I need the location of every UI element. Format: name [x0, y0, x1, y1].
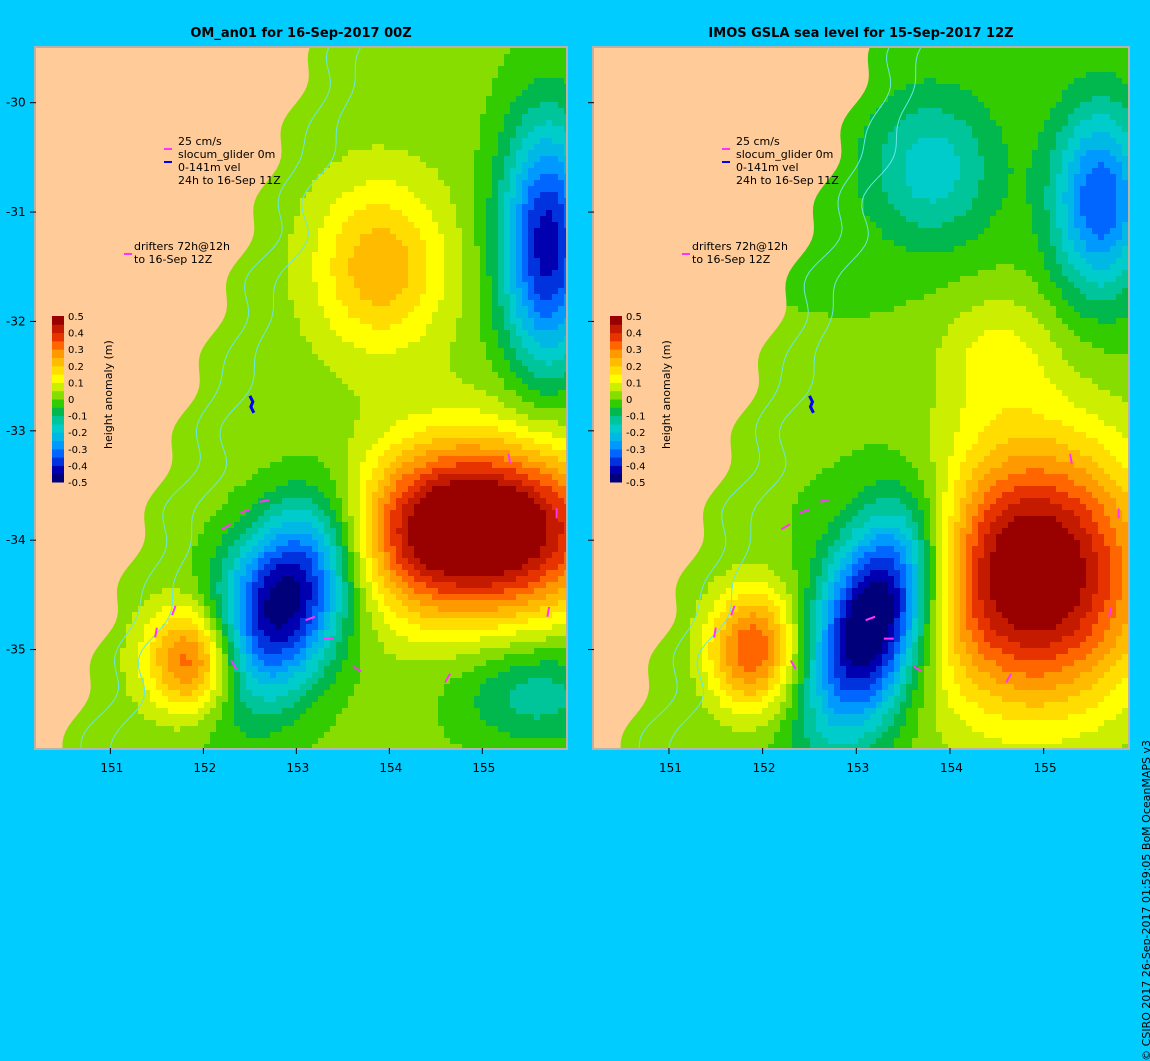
legend-vector-text: 25 cm/s [178, 135, 222, 148]
map-panel-1: 151 152 153 154 155 -30 -31 -32 -33 -34 -35 25 cm/s… [6, 46, 568, 775]
colorbar-tick-label: -0.4 [68, 461, 88, 472]
legend-vector-text: 25 cm/s [736, 135, 780, 148]
colorbar-tick-label: -0.3 [626, 445, 646, 456]
colorbar-tick-label: 0 [626, 395, 632, 406]
legend-vector-text: 0-141m vel [178, 161, 241, 174]
legend-vector-text: slocum_glider 0m [178, 148, 275, 161]
legend-drifter-text: to 16-Sep 12Z [692, 253, 771, 266]
colorbar-tick-label: -0.1 [68, 412, 88, 423]
colorbar-tick-label: -0.5 [68, 478, 88, 489]
colorbar-label: height anomaly (m) [660, 340, 673, 449]
colorbar-tick-label: -0.4 [626, 461, 646, 472]
legend-drifter-text: to 16-Sep 12Z [134, 253, 213, 266]
legend-vector-text: 24h to 16-Sep 11Z [178, 174, 281, 187]
colorbar-tick-label: 0.2 [626, 362, 642, 373]
colorbar-tick-label: -0.1 [626, 412, 646, 423]
colorbar-tick-label: 0.3 [68, 345, 84, 356]
credit-text: © CSIRO 2017 26-Sep-2017 01:59:05 BoM Oc… [1140, 740, 1150, 1061]
lon-tick-label: 154 [940, 761, 963, 775]
colorbar-tick-label: 0.3 [626, 345, 642, 356]
legend-drifter-text: drifters 72h@12h [692, 240, 788, 253]
colorbar-tick-label: 0.5 [68, 312, 84, 323]
colorbar-tick-label: 0.1 [68, 378, 84, 389]
map-figure: 151 152 153 154 155 -30 -31 -32 -33 -34 -35 25 cm/s… [0, 0, 1150, 780]
legend-vector-text: 24h to 16-Sep 11Z [736, 174, 839, 187]
colorbar-tick-label: -0.2 [68, 428, 88, 439]
colorbar-tick-label: 0.4 [68, 329, 84, 340]
lat-tick-label: -32 [6, 314, 26, 328]
lon-tick-label: 152 [193, 761, 216, 775]
colorbar-tick-label: 0.2 [68, 362, 84, 373]
lon-tick-label: 153 [846, 761, 869, 775]
colorbar-tick-label: 0.4 [626, 329, 642, 340]
lat-tick-label: -34 [6, 533, 26, 547]
colorbar-tick-label: -0.5 [626, 478, 646, 489]
lon-tick-label: 152 [753, 761, 776, 775]
colorbar-tick-label: 0 [68, 395, 74, 406]
colorbar-tick-label: 0.1 [626, 378, 642, 389]
lon-tick-label: 153 [286, 761, 309, 775]
lon-tick-label: 155 [1034, 761, 1057, 775]
legend-vector-text: slocum_glider 0m [736, 148, 833, 161]
lat-tick-label: -33 [6, 424, 26, 438]
lon-tick-label: 154 [379, 761, 402, 775]
lon-tick-label: 155 [472, 761, 495, 775]
legend-drifter-text: drifters 72h@12h [134, 240, 230, 253]
lat-tick-label: -30 [6, 96, 26, 110]
colorbar-tick-label: 0.5 [626, 312, 642, 323]
lon-tick-label: 151 [659, 761, 682, 775]
colorbar-label: height anomaly (m) [102, 340, 115, 449]
colorbar-tick-label: -0.2 [626, 428, 646, 439]
lon-tick-label: 151 [100, 761, 123, 775]
lat-tick-label: -35 [6, 643, 26, 657]
legend-vector-text: 0-141m vel [736, 161, 799, 174]
lat-tick-label: -31 [6, 205, 26, 219]
colorbar-tick-label: -0.3 [68, 445, 88, 456]
